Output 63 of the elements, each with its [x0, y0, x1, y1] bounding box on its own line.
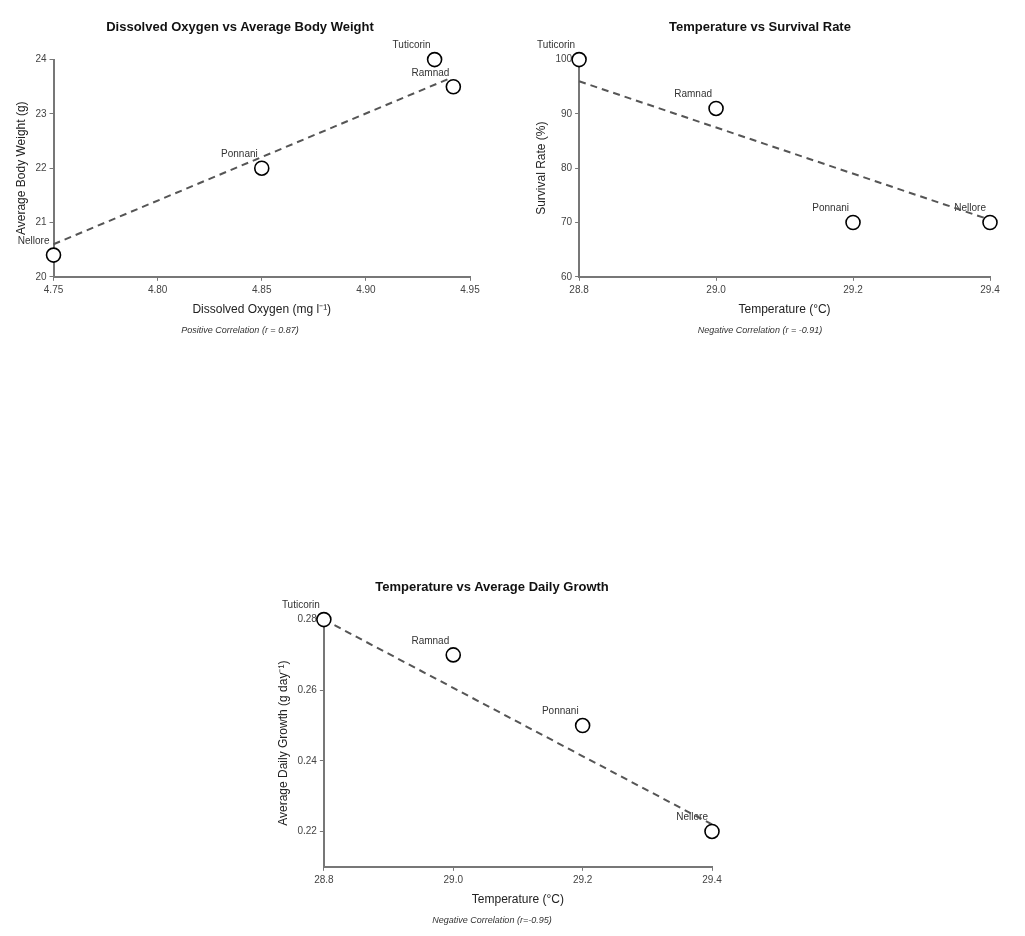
- annotation: Ponnani: [221, 147, 258, 159]
- annotation: Ponnani: [541, 705, 579, 717]
- chart-title: Dissolved Oxygen vs Average Body Weight: [106, 19, 375, 35]
- chart-title: Temperature vs Average Daily Growth: [375, 579, 609, 595]
- annotation: Ramnad: [411, 66, 450, 78]
- annotation: Nellore: [954, 202, 987, 214]
- x-tick-label: 29.2: [843, 283, 864, 295]
- y-axis-title: Average Body Weight (g): [13, 101, 28, 236]
- point: [316, 611, 332, 628]
- point: [445, 78, 462, 95]
- x-tick-label: 4.90: [356, 283, 377, 295]
- y-axis-title: Average Daily Growth (g day⁻¹): [275, 660, 290, 826]
- text: Negative Correlation (r = -0.91): [697, 325, 823, 336]
- annotation: Nellore: [17, 234, 50, 246]
- annotation: Nellore: [676, 811, 709, 823]
- x-tick-label: 28.8: [314, 873, 335, 885]
- point: [571, 51, 587, 68]
- point: [704, 823, 720, 840]
- annotation: Tuticorin: [281, 599, 320, 611]
- point: [45, 247, 62, 263]
- point: [982, 214, 998, 231]
- x-tick-label: 4.85: [252, 283, 272, 295]
- annotation: Ponnani: [812, 202, 850, 214]
- y-tick-label: 70: [560, 216, 573, 228]
- text: Negative Correlation (r=-0.95): [432, 915, 552, 926]
- annotation: Tuticorin: [392, 39, 431, 51]
- x-axis-title: Temperature (°C): [471, 892, 565, 907]
- chart-title: Temperature vs Survival Rate: [669, 19, 851, 35]
- x-tick-label: 4.95: [460, 283, 481, 295]
- x-tick-label: 4.75: [43, 283, 64, 295]
- x-tick-label: 4.80: [147, 283, 168, 295]
- y-tick-label: 21: [35, 216, 47, 228]
- x-tick-label: 28.8: [569, 283, 590, 295]
- point: [445, 647, 462, 663]
- y-tick-label: 20: [35, 270, 47, 282]
- y-tick-label: 23: [35, 107, 47, 119]
- y-tick-label: 0.26: [297, 683, 318, 695]
- y-tick-label: 60: [560, 270, 573, 282]
- x-tick-label: 29.0: [443, 873, 464, 885]
- y-axis-title: Survival Rate (%): [533, 121, 548, 215]
- annotation: Tuticorin: [537, 39, 576, 51]
- y-tick-label: 80: [560, 161, 573, 173]
- annotation: Ramnad: [674, 88, 713, 100]
- x-tick-label: 29.0: [706, 283, 727, 295]
- x-tick-label: 29.4: [702, 873, 723, 885]
- y-tick-label: 0.28: [297, 613, 318, 625]
- annotation: Ramnad: [411, 634, 450, 646]
- text: Positive Correlation (r = 0.87): [181, 325, 299, 336]
- y-tick-label: 100: [555, 53, 573, 65]
- y-tick-label: 22: [35, 161, 47, 173]
- point: [574, 717, 591, 734]
- x-axis-title: Dissolved Oxygen (mg l⁻¹): [192, 302, 332, 317]
- x-axis-title: Temperature (°C): [738, 302, 831, 317]
- point: [708, 100, 724, 117]
- x-tick-label: 29.2: [572, 873, 593, 885]
- y-tick-label: 0.24: [297, 754, 318, 766]
- point: [426, 51, 443, 68]
- x-tick-label: 29.4: [980, 283, 1001, 295]
- y-tick-label: 24: [35, 53, 47, 65]
- point: [253, 160, 270, 176]
- point: [845, 214, 861, 231]
- y-tick-label: 90: [560, 107, 573, 119]
- y-tick-label: 0.22: [297, 825, 318, 837]
